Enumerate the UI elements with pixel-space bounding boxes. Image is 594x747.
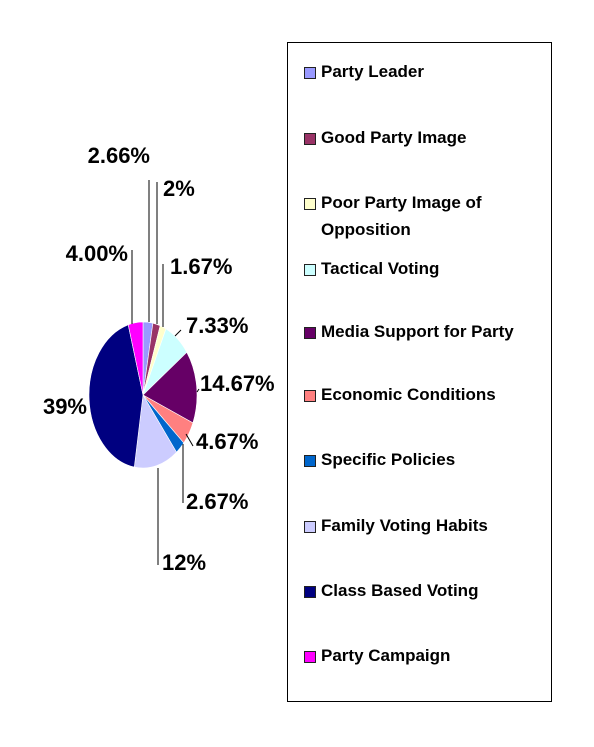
data-label: 14.67% [200, 371, 275, 396]
data-labels: 2.66% 2% 1.67% 7.33% 14.67% 4.67% 2.67% 12% 39% 4… [43, 143, 275, 575]
legend-item: Specific Policies [288, 450, 548, 473]
data-label: 2% [163, 176, 195, 201]
legend-label: Party Leader [321, 62, 424, 81]
data-label: 12% [162, 550, 206, 575]
legend-swatch [304, 390, 316, 402]
legend-label: Media Support for Party [321, 322, 514, 341]
legend-swatch [304, 521, 316, 533]
legend-item: Media Support for Party [288, 322, 548, 345]
data-label: 7.33% [186, 313, 248, 338]
legend-item: Family Voting Habits [288, 516, 548, 539]
legend-label: Poor Party Image of Opposition [321, 193, 482, 239]
legend-swatch [304, 133, 316, 145]
legend-label: Class Based Voting [321, 581, 479, 600]
data-label: 2.67% [186, 489, 248, 514]
legend-label: Economic Conditions [321, 385, 496, 404]
legend-item: Economic Conditions [288, 385, 548, 408]
leader-lines [131, 180, 200, 565]
legend-swatch [304, 67, 316, 79]
pie-slice-party-campaign [127, 321, 144, 396]
legend-swatch [304, 586, 316, 598]
legend-label: Party Campaign [321, 646, 451, 665]
pie-slice-class-based-voting [88, 324, 144, 468]
legend-label: Tactical Voting [321, 259, 440, 278]
data-label: 4.67% [196, 429, 258, 454]
legend-swatch [304, 455, 316, 467]
data-label: 1.67% [170, 254, 232, 279]
pie-slice-media-support-for-party [142, 351, 198, 424]
legend-item: Class Based Voting [288, 581, 548, 604]
legend-label: Family Voting Habits [321, 516, 488, 535]
legend-label: Good Party Image [321, 128, 467, 147]
legend-item: Tactical Voting [288, 259, 548, 282]
pie-slices [88, 321, 198, 469]
pie-slice-family-voting-habits [133, 394, 177, 469]
legend-swatch [304, 264, 316, 276]
legend-swatch [304, 198, 316, 210]
legend-label: Specific Policies [321, 450, 456, 469]
legend-item: Party Campaign [288, 646, 548, 669]
legend-swatch [304, 651, 316, 663]
legend-item: Good Party Image [288, 128, 548, 151]
leader-line [196, 388, 200, 393]
legend: Party Leader Good Party Image Poor Party I… [287, 42, 552, 702]
legend-item: Party Leader [288, 62, 548, 85]
data-label: 4.00% [66, 241, 128, 266]
data-label: 2.66% [88, 143, 150, 168]
legend-item: Poor Party Image of Opposition [288, 193, 548, 243]
leader-line [174, 329, 182, 337]
data-label: 39% [43, 394, 87, 419]
legend-swatch [304, 327, 316, 339]
leader-line [185, 433, 194, 447]
